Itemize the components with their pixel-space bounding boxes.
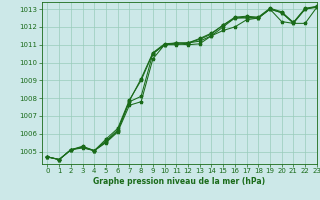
X-axis label: Graphe pression niveau de la mer (hPa): Graphe pression niveau de la mer (hPa) bbox=[93, 177, 265, 186]
